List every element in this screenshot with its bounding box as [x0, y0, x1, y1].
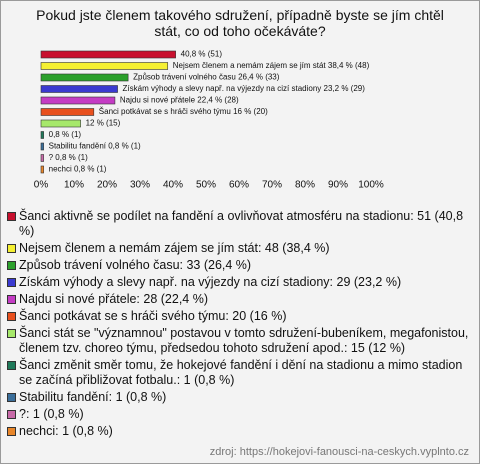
legend-item: nechci: 1 (0,8 %)	[7, 424, 473, 439]
x-tick-label: 90%	[328, 180, 348, 191]
bar	[40, 131, 44, 139]
legend-swatch	[7, 295, 16, 304]
bar	[40, 50, 176, 59]
legend-swatch	[7, 261, 16, 270]
data-label: Získám výhody a slevy např. na výjezdy n…	[123, 84, 366, 93]
legend-label: Šanci změnit směr tomu, že hokejové fand…	[19, 358, 463, 387]
legend-item: Šanci stát se "významnou" postavou v tom…	[7, 326, 473, 356]
legend-label: Způsob trávení volného času: 33 (26,4 %)	[19, 258, 252, 272]
legend-item: ?: 1 (0,8 %)	[7, 407, 473, 422]
data-label: 40,8 % (51)	[181, 50, 223, 59]
legend-swatch	[7, 244, 16, 253]
legend-label: Šanci potkávat se s hráči svého týmu: 20…	[19, 309, 287, 323]
data-label: Stabilitu fandění 0,8 % (1)	[49, 142, 141, 151]
x-tick-label: 80%	[295, 180, 315, 191]
legend-item: Způsob trávení volného času: 33 (26,4 %)	[7, 258, 473, 273]
legend-item: Najdu si nové přátele: 28 (22,4 %)	[7, 292, 473, 307]
data-label: Najdu si nové přátele 22,4 % (28)	[120, 96, 239, 105]
data-label: 12 % (15)	[86, 119, 121, 128]
bar	[40, 108, 95, 116]
legend-label: Stabilitu fandění: 1 (0,8 %)	[19, 390, 167, 404]
legend-swatch	[7, 278, 16, 287]
plot: 0% 10% 20% 30% 40% 50% 60% 70% 80% 90% 100% 40,8 % …	[34, 50, 384, 191]
legend: Šanci aktivně se podílet na fandění a ov…	[7, 209, 473, 441]
x-tick-label: 60%	[229, 180, 249, 191]
legend-item: Nejsem členem a nemám zájem se jím stát:…	[7, 241, 473, 256]
bar	[40, 85, 118, 93]
legend-swatch	[7, 427, 16, 436]
legend-label: Najdu si nové přátele: 28 (22,4 %)	[19, 292, 208, 306]
legend-label: Nejsem členem a nemám zájem se jím stát:…	[19, 241, 330, 255]
bar	[40, 165, 44, 174]
legend-swatch	[7, 393, 16, 402]
bar	[40, 62, 169, 70]
legend-label: Získám výhody a slevy např. na výjezdy n…	[19, 275, 402, 289]
data-label: Šanci potkávat se s hráči svého týmu 16 …	[99, 107, 268, 116]
data-label: ? 0,8 % (1)	[49, 153, 88, 162]
bar	[40, 142, 44, 151]
legend-label: ?: 1 (0,8 %)	[19, 407, 84, 421]
bar	[40, 119, 81, 128]
legend-item: Stabilitu fandění: 1 (0,8 %)	[7, 390, 473, 405]
x-tick-label: 70%	[262, 180, 282, 191]
data-label: nechci 0,8 % (1)	[49, 165, 107, 174]
source: zdroj: https://hokejovi-fanousci-na-cesk…	[209, 446, 469, 458]
legend-swatch	[7, 361, 16, 370]
legend-label: Šanci stát se "významnou" postavou v tom…	[19, 326, 469, 355]
x-tick-label: 50%	[196, 180, 216, 191]
x-tick-label: 0%	[34, 180, 49, 191]
x-tick-label: 100%	[358, 180, 384, 191]
legend-swatch	[7, 312, 16, 321]
legend-swatch	[7, 212, 16, 221]
legend-item: Šanci změnit směr tomu, že hokejové fand…	[7, 358, 473, 388]
legend-label: Šanci aktivně se podílet na fandění a ov…	[19, 209, 464, 238]
bar	[40, 73, 129, 82]
legend-item: Šanci potkávat se s hráči svého týmu: 20…	[7, 309, 473, 324]
bar	[40, 154, 44, 162]
data-label: Způsob trávení volného času 26,4 % (33)	[133, 73, 280, 82]
x-tick-label: 40%	[163, 180, 183, 191]
legend-item: Získám výhody a slevy např. na výjezdy n…	[7, 275, 473, 290]
x-tick-label: 20%	[97, 180, 117, 191]
bar	[40, 96, 116, 105]
data-label: Nejsem členem a nemám zájem se jím stát …	[173, 61, 370, 70]
x-tick-label: 30%	[130, 180, 150, 191]
x-tick-label: 10%	[64, 180, 84, 191]
data-label: 0,8 % (1)	[49, 130, 82, 139]
legend-label: nechci: 1 (0,8 %)	[19, 424, 113, 438]
legend-swatch	[7, 410, 16, 419]
chart-title: Pokud jste členem takového sdružení, pří…	[36, 7, 444, 39]
legend-item: Šanci aktivně se podílet na fandění a ov…	[7, 209, 473, 239]
legend-swatch	[7, 329, 16, 338]
